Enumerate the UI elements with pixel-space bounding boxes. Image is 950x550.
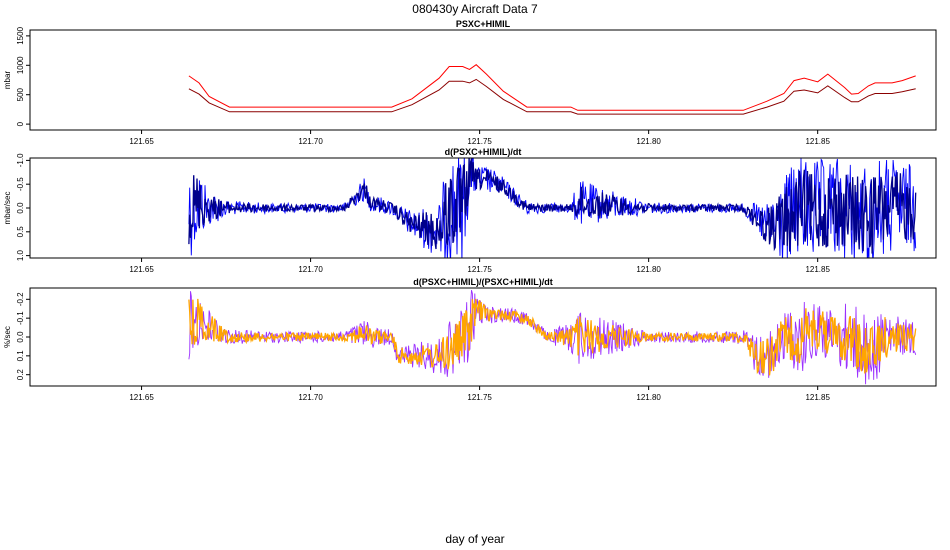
series-trace-2 (188, 158, 917, 254)
x-axis-label: day of year (445, 532, 504, 546)
x-tick-label: 121.65 (129, 265, 154, 274)
x-tick-label: 121.75 (467, 137, 492, 146)
y-tick-label: 0.0 (16, 202, 25, 214)
x-tick-label: 121.70 (298, 393, 323, 402)
x-tick-label: 121.80 (636, 137, 661, 146)
series-trace-1 (188, 289, 917, 385)
x-tick-label: 121.65 (129, 137, 154, 146)
y-tick-label: -0.1 (16, 311, 25, 325)
y-tick-label: 0.5 (16, 226, 25, 238)
series-trace-2 (188, 298, 917, 376)
figure-title: 080430y Aircraft Data 7 (412, 2, 538, 16)
y-tick-label: -0.5 (16, 177, 25, 191)
x-tick-label: 121.75 (467, 265, 492, 274)
x-tick-label: 121.70 (298, 137, 323, 146)
panel-title: d(PSXC+HIMIL)/dt (445, 147, 522, 157)
panel-2: d(PSXC+HIMIL)/dt mbar/sec 121.65 121.70 121.… (3, 147, 937, 274)
series-group (188, 158, 917, 258)
y-tick-label: 0 (16, 121, 25, 126)
panels: PSXC+HIMIL mbar 121.65 121.70 121.75 121.80 12… (3, 19, 937, 402)
y-tick-label: 1000 (16, 56, 25, 74)
x-tick-label: 121.85 (805, 393, 830, 402)
y-tick-label: 0.0 (16, 331, 25, 343)
series-group (188, 289, 917, 385)
y-axis-label: mbar/sec (3, 192, 12, 225)
y-tick-label: 1500 (16, 26, 25, 44)
series-group (188, 64, 916, 115)
x-tick-label: 121.85 (805, 265, 830, 274)
y-tick-label: -0.2 (16, 292, 25, 306)
series-line-2 (188, 78, 916, 115)
y-axis-label: mbar (3, 71, 12, 90)
x-tick-label: 121.85 (805, 137, 830, 146)
y-tick-label: 500 (16, 87, 25, 101)
panel-title: PSXC+HIMIL (456, 19, 511, 29)
x-tick-label: 121.80 (636, 393, 661, 402)
x-tick-label: 121.65 (129, 393, 154, 402)
y-axis-label: %/sec (3, 326, 12, 348)
panel-1: PSXC+HIMIL mbar 121.65 121.70 121.75 121.80 12… (3, 19, 937, 146)
y-tick-label: 0.2 (16, 369, 25, 381)
panel-3: d(PSXC+HIMIL)/(PSXC+HIMIL)/dt %/sec 121.65… (3, 277, 937, 402)
y-tick-label: -1.0 (16, 153, 25, 167)
x-tick-label: 121.70 (298, 265, 323, 274)
panel-title: d(PSXC+HIMIL)/(PSXC+HIMIL)/dt (413, 277, 553, 287)
y-tick-label: 0.1 (16, 350, 25, 362)
series-line-1 (188, 64, 916, 111)
x-tick-label: 121.75 (467, 393, 492, 402)
plot-frame (29, 287, 937, 387)
plot-frame (29, 29, 937, 131)
x-tick-label: 121.80 (636, 265, 661, 274)
y-tick-label: 1.0 (16, 250, 25, 262)
